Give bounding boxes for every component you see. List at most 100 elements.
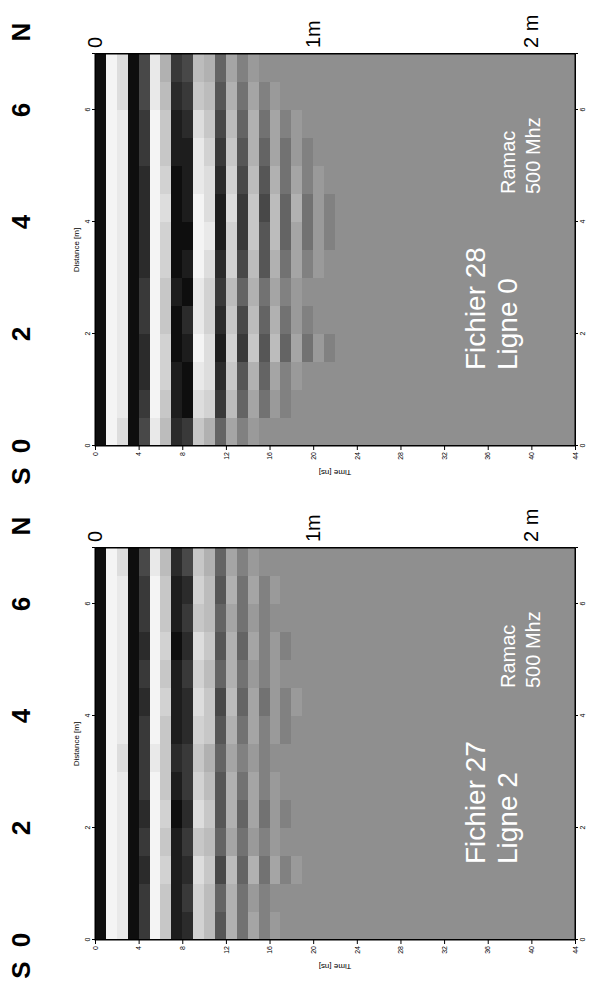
cell	[95, 82, 106, 110]
cell	[346, 548, 357, 576]
cell	[204, 222, 215, 250]
cell	[302, 418, 313, 446]
tick-label: 12	[223, 946, 230, 954]
cell	[117, 688, 128, 716]
cell	[335, 772, 346, 800]
panel-title: Fichier 27	[460, 741, 491, 864]
cell	[171, 418, 182, 446]
cell	[182, 194, 193, 222]
cell	[259, 362, 270, 390]
distance-label-large: 0	[6, 439, 36, 453]
cell	[117, 716, 128, 744]
cell	[324, 660, 335, 688]
tick: 16	[266, 940, 273, 954]
cell	[270, 82, 281, 110]
cell	[291, 306, 302, 334]
cell	[182, 166, 193, 194]
cell	[182, 334, 193, 362]
cell	[193, 54, 204, 82]
cell	[150, 632, 161, 660]
cell	[280, 418, 291, 446]
cell	[95, 744, 106, 772]
cell	[313, 250, 324, 278]
cell	[204, 390, 215, 418]
cell	[324, 138, 335, 166]
tick: 0	[84, 531, 106, 548]
cell	[291, 54, 302, 82]
tick-label: 2 m	[520, 15, 542, 48]
tick: 4	[135, 446, 142, 456]
cell	[346, 632, 357, 660]
cell	[182, 306, 193, 334]
cell	[182, 110, 193, 138]
tick-mark	[575, 445, 578, 446]
cell	[270, 912, 281, 940]
cell	[259, 250, 270, 278]
cell	[106, 828, 117, 856]
cell	[291, 110, 302, 138]
cell	[150, 418, 161, 446]
cell	[324, 278, 335, 306]
cell	[335, 362, 346, 390]
cell	[248, 138, 259, 166]
cell	[313, 390, 324, 418]
cell	[215, 306, 226, 334]
cell	[171, 250, 182, 278]
cell	[335, 716, 346, 744]
cell	[324, 716, 335, 744]
cell	[150, 390, 161, 418]
distance-axis-bottom: 0246	[575, 548, 586, 942]
cell	[160, 744, 171, 772]
cell	[193, 250, 204, 278]
cell	[204, 772, 215, 800]
cell	[335, 884, 346, 912]
cell	[117, 632, 128, 660]
cell	[215, 688, 226, 716]
cell	[204, 548, 215, 576]
cell	[313, 856, 324, 884]
cell	[248, 772, 259, 800]
cell	[302, 138, 313, 166]
cell	[270, 632, 281, 660]
cell	[324, 772, 335, 800]
tick: 4	[84, 713, 95, 717]
cell	[204, 744, 215, 772]
cell	[259, 166, 270, 194]
cell	[171, 222, 182, 250]
cell	[182, 390, 193, 418]
cell	[171, 278, 182, 306]
tick-label: 16	[266, 946, 273, 954]
tick-mark	[575, 333, 578, 334]
cell	[139, 716, 150, 744]
cell	[106, 604, 117, 632]
tick: 6	[575, 601, 586, 605]
tick-label: 36	[484, 946, 491, 954]
cell	[280, 688, 291, 716]
cell	[237, 688, 248, 716]
tick-label: 24	[354, 452, 361, 460]
cell	[150, 334, 161, 362]
cell	[226, 884, 237, 912]
tick-mark	[488, 940, 489, 944]
axis-line	[96, 940, 576, 945]
cell	[215, 548, 226, 576]
cell	[95, 278, 106, 306]
cell	[237, 250, 248, 278]
cell	[335, 548, 346, 576]
cell	[193, 390, 204, 418]
cell	[248, 828, 259, 856]
cell	[324, 632, 335, 660]
cell	[193, 828, 204, 856]
cell	[160, 138, 171, 166]
tick-label: 16	[266, 452, 273, 460]
cell	[237, 912, 248, 940]
cell	[204, 632, 215, 660]
cell	[302, 912, 313, 940]
cell	[313, 772, 324, 800]
cell	[193, 660, 204, 688]
cell	[259, 390, 270, 418]
cell	[215, 390, 226, 418]
cell	[259, 716, 270, 744]
tick-label: 36	[484, 452, 491, 460]
cell	[117, 194, 128, 222]
